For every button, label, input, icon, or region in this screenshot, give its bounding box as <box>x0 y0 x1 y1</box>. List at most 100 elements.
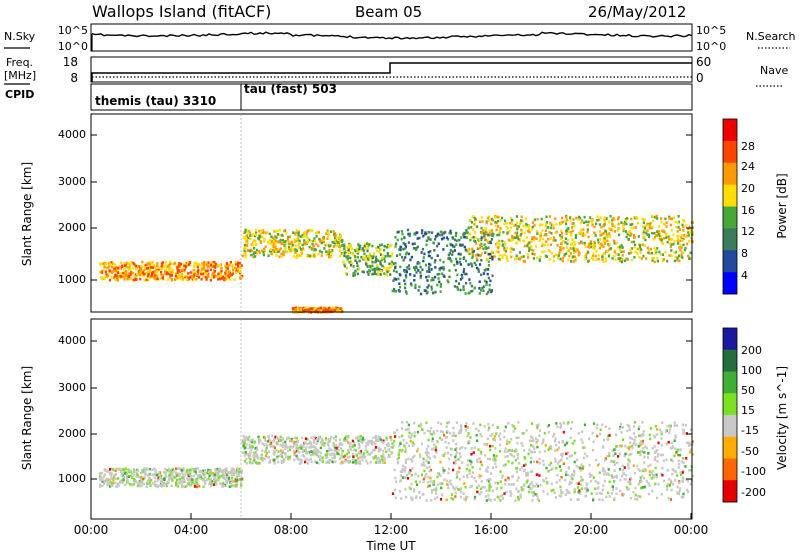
vel-cell-2251 <box>499 499 502 502</box>
vel-cell-631 <box>288 439 291 443</box>
vel-cell-987 <box>251 446 254 450</box>
vel-cell-472 <box>126 481 130 484</box>
power-cell-1412 <box>481 286 484 290</box>
vel-cell-1937 <box>456 471 459 474</box>
vel-cell-1754 <box>671 483 674 486</box>
power-cell-1276 <box>442 260 445 264</box>
vel-cell-1743 <box>669 479 673 483</box>
vel-cell-2079 <box>523 457 527 460</box>
vel-cell-1794 <box>595 426 598 430</box>
power-cell-2325 <box>608 232 611 235</box>
power-cell-635 <box>245 244 248 248</box>
vel-cell-1084 <box>335 449 338 453</box>
power-cell-616 <box>279 239 282 242</box>
vel-cell-397 <box>200 470 203 474</box>
power-cell-2116 <box>620 244 623 247</box>
power-cell-1976 <box>569 252 572 255</box>
power-cell-1558 <box>467 226 470 229</box>
power-cell-1478 <box>413 232 416 236</box>
power-cell-1872 <box>658 225 661 228</box>
vel-cell-296 <box>139 475 143 479</box>
vel-cell-291 <box>143 467 146 470</box>
vel-cell-1293 <box>507 460 510 463</box>
vel-cell-1083 <box>278 454 281 458</box>
power-cell-1914 <box>682 219 685 222</box>
power-cell-1047 <box>350 247 353 251</box>
power-cell-49 <box>175 277 178 281</box>
power-cell-662 <box>263 237 266 240</box>
power-cell-1400 <box>485 268 488 271</box>
power-cell-489 <box>139 264 142 268</box>
vel-cell-1846 <box>688 441 691 445</box>
power-cell-1098 <box>373 272 376 276</box>
power-cell-1840 <box>620 221 623 224</box>
vel-cell-477 <box>229 482 233 485</box>
power-cell-1110 <box>368 269 371 273</box>
power-cell-2200 <box>593 247 596 251</box>
vel-cell-385 <box>195 472 198 475</box>
vel-cell-2109 <box>661 473 664 477</box>
vel-cell-554 <box>342 455 345 459</box>
xtick-0800: 08:00 <box>274 523 309 537</box>
date-label: 26/May/2012 <box>588 3 686 21</box>
power-cell-1509 <box>605 250 608 253</box>
power-cell-318 <box>150 261 153 264</box>
power-cell-1744 <box>601 258 604 262</box>
power-cell-2227 <box>628 230 631 233</box>
vel-cell-668 <box>298 462 301 465</box>
vel-cell-1119 <box>466 459 469 462</box>
vel-cell-1942 <box>514 458 517 462</box>
vel-cell-133 <box>145 467 148 470</box>
vel-cell-2148 <box>489 478 492 481</box>
power-cell-1246 <box>463 256 466 259</box>
vel-cell-89 <box>110 483 113 487</box>
power-cell-2236 <box>526 253 529 256</box>
power-cell-2342 <box>544 254 547 258</box>
vel-cell-2122 <box>580 463 583 466</box>
vel-cell-1744 <box>583 452 587 456</box>
vel-cell-1616 <box>615 445 618 448</box>
power-cell-872 <box>306 239 309 243</box>
power-cell-409 <box>174 278 177 281</box>
vel-cell-994 <box>321 439 324 442</box>
vel-cell-674 <box>330 436 333 439</box>
vel-cell-653 <box>329 438 332 441</box>
power-cell-16 <box>209 278 212 282</box>
power-cell-452 <box>116 279 119 282</box>
vel-cell-1995 <box>419 455 422 459</box>
power-cell-1721 <box>560 216 564 220</box>
vel-cell-614 <box>347 451 350 454</box>
vel-cell-687 <box>280 461 283 464</box>
vel-cell-2054 <box>685 457 688 460</box>
vel-cell-1380 <box>628 428 631 431</box>
vel-cell-1150 <box>634 493 637 497</box>
vel-cell-1210 <box>641 469 644 473</box>
power-cell-1335 <box>456 273 459 277</box>
vel-cell-415 <box>168 470 171 473</box>
power-cell-2042 <box>574 243 577 246</box>
vel-cell-2212 <box>454 495 457 498</box>
power-cell-1111 <box>363 244 366 248</box>
power-cell-480 <box>200 268 203 271</box>
vel-cell-1454 <box>417 474 420 478</box>
power-cell-1766 <box>670 217 673 221</box>
power-cell-2195 <box>608 248 611 251</box>
power-cell-1527 <box>518 225 521 228</box>
vel-cell-1539 <box>480 474 483 478</box>
power-cell-759 <box>288 235 292 239</box>
power-cell-204 <box>196 265 199 269</box>
vel-cell-1735 <box>401 434 404 438</box>
power-cell-2151 <box>482 247 485 251</box>
power-cell-618 <box>243 251 246 254</box>
power-cell-420 <box>226 267 229 270</box>
vel-cell-1982 <box>435 486 438 490</box>
power-cell-1690 <box>585 252 588 256</box>
power-cell-2207 <box>674 255 677 259</box>
power-cell-762 <box>294 240 297 244</box>
freq-tick-top: 18 <box>63 55 78 69</box>
power-cell-627 <box>303 234 306 238</box>
vel-cell-2227 <box>682 457 685 460</box>
vel-cell-1054 <box>262 457 265 460</box>
vel-cell-1076 <box>372 441 375 444</box>
power-cell-2188 <box>559 237 562 240</box>
